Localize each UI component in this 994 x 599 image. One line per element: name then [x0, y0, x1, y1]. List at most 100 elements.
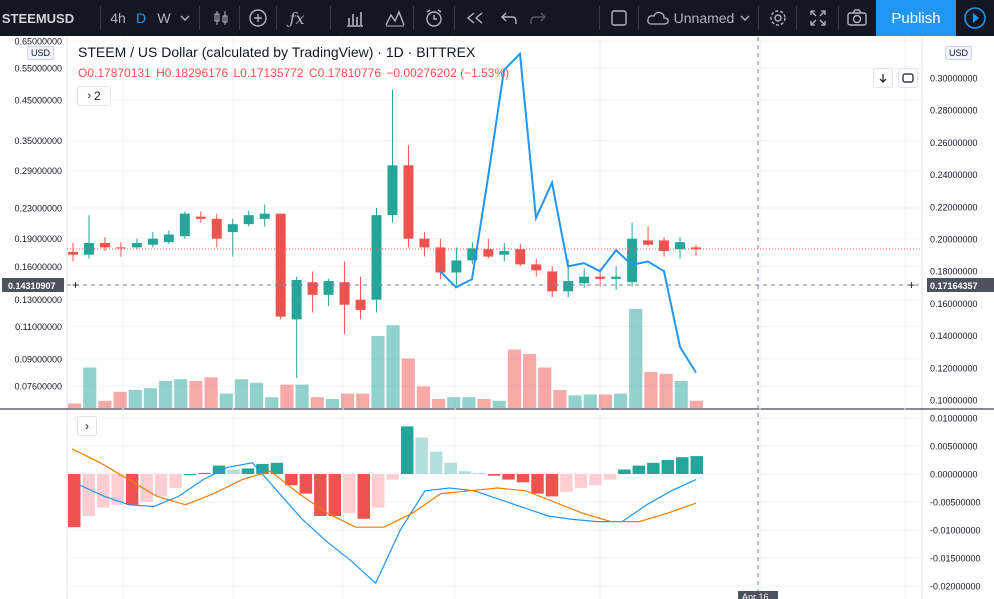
- scroll-down-arrow-icon[interactable]: [873, 68, 893, 88]
- volume-bar: [598, 394, 612, 408]
- chart-area[interactable]: 0.65000000 0.55000000 0.45000000 0.35000000…: [0, 36, 994, 599]
- macd-histogram-bar: [487, 474, 501, 476]
- left-currency-badge: USD: [27, 46, 55, 60]
- candle-body: [211, 218, 222, 239]
- macd-axis-tick-label: -0.00500000: [930, 498, 981, 508]
- candle-body: [611, 276, 622, 279]
- right-axis-tick-label: 0.22000000: [930, 202, 978, 212]
- date-label-bg: [738, 591, 778, 599]
- volume-bar: [462, 397, 476, 408]
- redo-icon[interactable]: [525, 0, 551, 36]
- macd-histogram-bar: [458, 471, 472, 474]
- volume-bar: [386, 325, 400, 408]
- macd-histogram-bar: [198, 472, 211, 474]
- alert-icon[interactable]: [420, 0, 448, 36]
- right-axis-tick-label: 0.30000000: [930, 74, 978, 84]
- date-crosshair-label: Apr 16: [742, 592, 769, 599]
- right-axis-tick-label: 0.12000000: [930, 363, 978, 373]
- volume-bars: [68, 309, 703, 408]
- macd-histogram-bar: [299, 474, 313, 494]
- interval-4h-button[interactable]: 4h: [110, 10, 126, 26]
- toolbar-divider: [638, 6, 639, 30]
- interval-w-button[interactable]: W: [157, 10, 171, 26]
- fx-icon[interactable]: ƒx: [289, 8, 305, 28]
- macd-histogram-bar: [647, 462, 660, 474]
- toolbar-divider: [758, 6, 759, 30]
- candle-body: [323, 281, 334, 295]
- candles-icon[interactable]: [208, 0, 234, 36]
- add-indicator-icon[interactable]: [245, 0, 271, 36]
- ohlc-values: O0.17870131 H0.18296176 L0.17135772 C0.1…: [78, 66, 511, 80]
- left-axis-tick-label: 0.45000000: [14, 96, 62, 106]
- right-axis-tick-label: 0.20000000: [930, 235, 978, 245]
- macd-histogram-bar: [661, 460, 675, 474]
- left-axis-tick-label: 0.09000000: [14, 354, 62, 364]
- interval-d-button[interactable]: D: [135, 10, 147, 26]
- expand-icon[interactable]: [804, 0, 832, 36]
- candlesticks: [68, 89, 701, 378]
- volume-bar: [128, 390, 142, 408]
- volume-bar: [689, 400, 703, 408]
- macd-histogram-bar: [400, 426, 414, 474]
- macd-histogram-bar: [502, 474, 515, 480]
- undo-icon[interactable]: [496, 0, 522, 36]
- high-value: H0.18296176: [156, 66, 229, 80]
- candle-body: [387, 165, 398, 216]
- macd-histogram-bar: [82, 474, 95, 516]
- right-axis-tick-label: 0.18000000: [930, 267, 978, 277]
- line-overlay: [67, 37, 922, 599]
- candle-body: [259, 213, 270, 219]
- candle-body: [99, 242, 110, 248]
- open-value: O0.17870131: [78, 66, 151, 80]
- indicators-toggle-button[interactable]: › 2: [77, 86, 111, 106]
- volume-bar: [189, 381, 203, 408]
- interval-chevron-down-icon[interactable]: [178, 0, 192, 36]
- macd-axis-tick-label: -0.01000000: [930, 526, 981, 536]
- play-icon[interactable]: [958, 0, 992, 36]
- candle-body: [131, 242, 142, 248]
- layout-name-button[interactable]: Unnamed: [673, 10, 735, 26]
- candle-body: [307, 282, 318, 295]
- macd-histogram-bar: [154, 474, 168, 497]
- right-crosshair-label-bg: [927, 278, 994, 292]
- left-crosshair-label-bg: [2, 278, 64, 292]
- macd-histogram-bar: [444, 462, 457, 474]
- candle-body: [595, 276, 606, 279]
- volume-bar: [98, 400, 112, 408]
- templates-icon[interactable]: [381, 0, 409, 36]
- volume-bar: [280, 384, 294, 408]
- volume-bar: [644, 372, 658, 408]
- publish-button[interactable]: Publish: [876, 0, 956, 36]
- macd-line-series: [79, 462, 697, 585]
- auto-scale-icon[interactable]: [898, 68, 918, 88]
- camera-icon[interactable]: [843, 0, 871, 36]
- crosshair-plus-icon: +: [72, 278, 79, 292]
- macd-legend-toggle[interactable]: ›: [77, 416, 97, 436]
- replay-icon[interactable]: [462, 0, 488, 36]
- symbol-search-button[interactable]: STEEMUSD: [1, 10, 75, 26]
- macd-histogram-bar: [256, 463, 269, 474]
- layout-chevron-down-icon[interactable]: [738, 0, 752, 36]
- gear-icon[interactable]: [764, 0, 792, 36]
- candle-body: [339, 282, 350, 305]
- candle-body: [579, 276, 590, 284]
- chart-canvas[interactable]: 0.65000000 0.55000000 0.45000000 0.35000000…: [0, 36, 994, 599]
- chevron-right-icon: ›: [87, 90, 91, 102]
- volume-bar: [401, 358, 415, 408]
- macd-histogram-bar: [241, 468, 255, 474]
- fullscreen-square-icon[interactable]: [607, 0, 631, 36]
- left-axis-tick-label: 0.65000000: [14, 37, 62, 47]
- volume-bar: [538, 367, 552, 408]
- candle-body: [435, 247, 446, 273]
- macd-histogram-bar: [357, 474, 371, 519]
- bar-compare-icon[interactable]: [341, 0, 369, 36]
- volume-bar: [371, 336, 385, 408]
- cloud-icon[interactable]: [645, 0, 671, 36]
- macd-histogram-bar: [560, 474, 573, 492]
- candle-body: [451, 260, 462, 273]
- candle-body: [547, 271, 558, 292]
- candle-body: [275, 213, 286, 317]
- macd-histogram-bar: [96, 474, 110, 508]
- macd-histogram-bar: [111, 474, 124, 505]
- volume-bar: [568, 395, 582, 408]
